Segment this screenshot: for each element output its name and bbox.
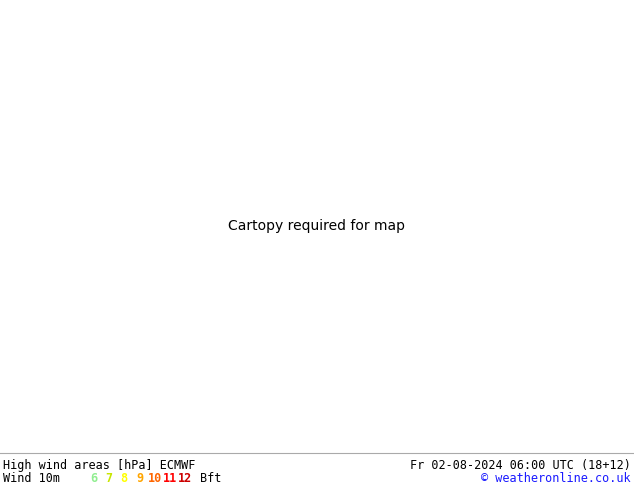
Text: 7: 7 [105, 472, 113, 486]
Text: Wind 10m: Wind 10m [3, 472, 60, 486]
Text: © weatheronline.co.uk: © weatheronline.co.uk [481, 472, 631, 486]
Text: 12: 12 [178, 472, 192, 486]
Text: 6: 6 [90, 472, 98, 486]
Text: 9: 9 [136, 472, 143, 486]
Text: 8: 8 [120, 472, 128, 486]
Text: Cartopy required for map: Cartopy required for map [228, 219, 406, 233]
Text: Fr 02-08-2024 06:00 UTC (18+12): Fr 02-08-2024 06:00 UTC (18+12) [410, 459, 631, 472]
Text: 11: 11 [163, 472, 177, 486]
Text: 10: 10 [148, 472, 162, 486]
Text: High wind areas [hPa] ECMWF: High wind areas [hPa] ECMWF [3, 459, 195, 472]
Text: Bft: Bft [200, 472, 222, 486]
